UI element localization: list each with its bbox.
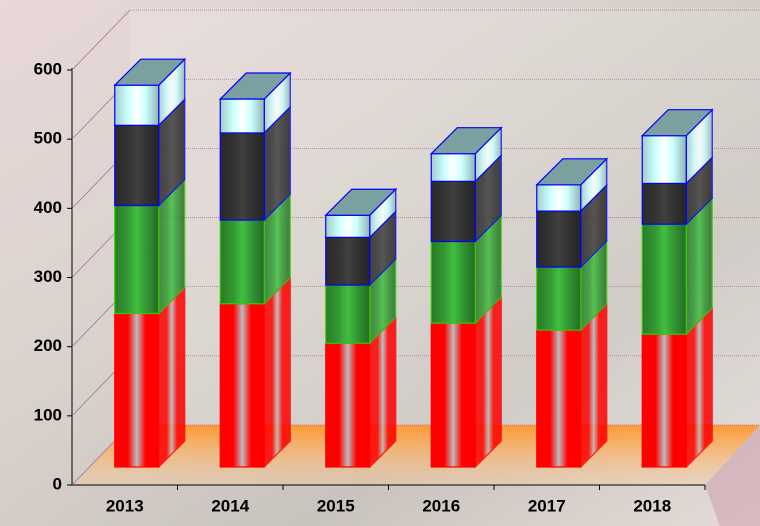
bar bbox=[114, 312, 160, 468]
y-tick-label: 200 bbox=[34, 336, 62, 355]
bar-side bbox=[685, 306, 713, 469]
bar bbox=[430, 322, 476, 468]
bar bbox=[641, 135, 687, 185]
bar bbox=[641, 223, 687, 335]
bar bbox=[219, 132, 265, 221]
bar-side bbox=[474, 295, 502, 469]
bar bbox=[114, 124, 160, 207]
bar bbox=[536, 266, 582, 331]
floor-edge bbox=[705, 425, 760, 526]
x-tick-label: 2016 bbox=[422, 496, 460, 515]
bar bbox=[430, 180, 476, 243]
bar bbox=[325, 342, 371, 468]
y-tick-label: 0 bbox=[53, 474, 62, 493]
bar-top bbox=[218, 72, 292, 100]
bar bbox=[536, 329, 582, 468]
bar bbox=[219, 219, 265, 305]
y-tick-label: 100 bbox=[34, 405, 62, 424]
bar bbox=[536, 184, 582, 212]
bar bbox=[536, 210, 582, 268]
y-tick-label: 300 bbox=[34, 267, 62, 286]
y-tick-label: 500 bbox=[34, 129, 62, 148]
x-tick-label: 2013 bbox=[106, 496, 144, 515]
bar-top bbox=[640, 109, 714, 137]
bar bbox=[325, 214, 371, 238]
bar bbox=[219, 98, 265, 134]
bar-side bbox=[263, 276, 291, 469]
bar bbox=[325, 284, 371, 344]
x-tick-label: 2017 bbox=[528, 496, 566, 515]
bar bbox=[219, 303, 265, 468]
bar bbox=[114, 204, 160, 315]
bar-side bbox=[158, 286, 186, 469]
bar bbox=[641, 182, 687, 225]
bar-top bbox=[113, 58, 187, 86]
y-tick-label: 400 bbox=[34, 198, 62, 217]
bar-top bbox=[535, 158, 609, 186]
bar bbox=[114, 84, 160, 126]
bar bbox=[430, 240, 476, 324]
bar bbox=[430, 153, 476, 182]
x-tick-label: 2018 bbox=[633, 496, 671, 515]
bar-top bbox=[429, 127, 503, 155]
bar bbox=[325, 236, 371, 286]
bar-top bbox=[324, 188, 398, 216]
x-tick-label: 2015 bbox=[317, 496, 355, 515]
y-tick-label: 600 bbox=[34, 59, 62, 78]
bar bbox=[641, 333, 687, 468]
x-tick-label: 2014 bbox=[211, 496, 249, 515]
grid-line bbox=[71, 9, 131, 71]
bar-side bbox=[580, 302, 608, 469]
